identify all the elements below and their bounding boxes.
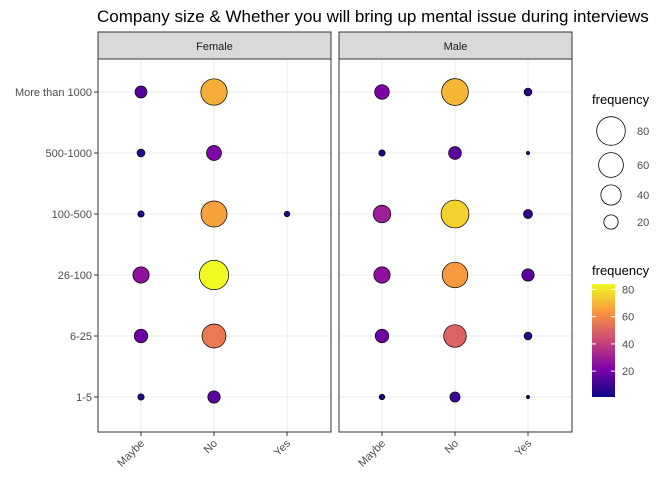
size-legend-label: 80 (637, 126, 649, 138)
data-point (374, 84, 390, 100)
data-point (137, 210, 145, 218)
y-tick-label: 1-5 (76, 392, 92, 404)
data-point (373, 266, 391, 284)
data-point (441, 261, 469, 289)
data-point (200, 200, 228, 228)
data-point (134, 85, 148, 99)
size-legend-key (596, 116, 626, 146)
x-tick-label: Maybe (356, 438, 388, 470)
data-point (133, 328, 149, 344)
color-legend: frequency 80 60 40 20 (592, 263, 650, 397)
size-legend-key (603, 214, 619, 230)
data-point (521, 268, 535, 282)
x-tick-label: Yes (513, 437, 535, 459)
y-axis: 1-5 6-25 26-100 100-500 500-1000 More than 10… (15, 87, 98, 404)
size-legend-label: 40 (637, 190, 649, 202)
x-tick-label: No (443, 438, 461, 456)
y-tick-label: More than 1000 (15, 87, 92, 99)
data-point (441, 78, 469, 106)
data-point (206, 145, 222, 161)
data-point (136, 148, 146, 158)
data-point (526, 151, 530, 155)
size-legend-key (600, 184, 622, 206)
panel-male: Male Maybe No Yes (338, 31, 573, 470)
y-tick-label: 100-500 (52, 209, 92, 221)
data-point (443, 324, 467, 348)
panel-female: Female Maybe No Yes (97, 31, 332, 470)
data-point (526, 395, 530, 399)
data-point (523, 209, 533, 219)
data-point (372, 204, 392, 224)
color-legend-bar (592, 284, 615, 397)
data-point (200, 78, 228, 106)
y-tick-label: 26-100 (58, 270, 92, 282)
data-point (201, 323, 227, 349)
y-tick-label: 6-25 (70, 331, 92, 343)
color-legend-label: 60 (622, 312, 634, 324)
panel-strip (338, 31, 573, 60)
color-legend-label: 20 (622, 366, 634, 378)
data-point (448, 146, 462, 160)
data-point (374, 328, 390, 344)
chart-title: Company size & Whether you will bring up… (97, 7, 649, 26)
color-legend-title: frequency (592, 263, 650, 278)
size-legend-key (598, 152, 624, 178)
x-tick-label: Yes (272, 437, 294, 459)
panel-strip-label: Female (196, 41, 233, 53)
data-point (440, 199, 470, 229)
data-point (523, 87, 533, 97)
data-point (198, 259, 230, 291)
panel-strip-label: Male (444, 41, 468, 53)
data-point (449, 391, 461, 403)
size-legend: frequency 80 60 40 20 (592, 92, 650, 230)
y-tick-label: 500-1000 (46, 148, 93, 160)
size-legend-label: 20 (637, 217, 649, 229)
data-point (378, 149, 386, 157)
data-point (523, 331, 533, 341)
x-tick-label: Maybe (115, 438, 147, 470)
color-legend-label: 80 (622, 284, 634, 296)
data-point (378, 393, 386, 401)
data-point (132, 266, 150, 284)
color-legend-label: 40 (622, 339, 634, 351)
size-legend-title: frequency (592, 92, 650, 107)
data-point (207, 390, 221, 404)
data-point (137, 393, 145, 401)
size-legend-label: 60 (637, 160, 649, 172)
x-tick-label: No (202, 438, 220, 456)
panels: Female Maybe No Yes Male Maybe No Yes (97, 31, 573, 470)
data-point (283, 210, 291, 218)
panel-strip (97, 31, 332, 60)
